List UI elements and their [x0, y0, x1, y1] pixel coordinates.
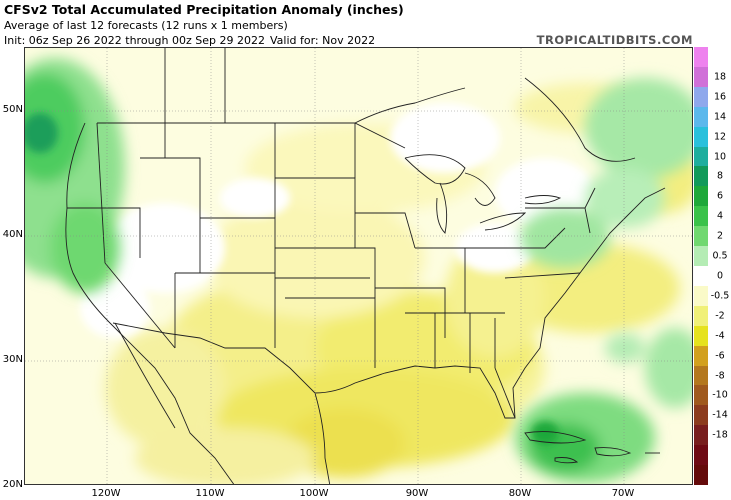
colorbar-label: 4	[716, 210, 724, 222]
colorbar-label: 18	[713, 71, 727, 83]
colorbar-label: 14	[713, 111, 727, 123]
colorbar-label: -4	[715, 330, 725, 342]
colorbar-segment	[694, 226, 708, 247]
colorbar-segment	[694, 66, 708, 88]
colorbar-segment	[694, 106, 708, 128]
colorbar-segment	[694, 325, 708, 347]
colorbar-segment	[694, 405, 708, 426]
colorbar-label: 6	[716, 190, 724, 202]
colorbar-label: 0	[716, 270, 724, 282]
lat-label-30n: 30N	[2, 354, 23, 365]
colorbar-label: 16	[713, 91, 727, 103]
colorbar-label: 12	[713, 131, 727, 143]
colorbar-segment	[694, 246, 708, 267]
colorbar-segment	[694, 285, 708, 307]
colorbar-segment	[694, 465, 708, 486]
colorbar-label: -10	[712, 389, 728, 401]
valid-time: Valid for: Nov 2022	[270, 34, 376, 47]
chart-title: CFSv2 Total Accumulated Precipitation An…	[4, 2, 404, 17]
colorbar-segment	[694, 266, 708, 287]
colorbar-segment	[694, 126, 708, 148]
geo-borders	[65, 48, 666, 484]
colorbar-segment	[694, 305, 708, 327]
colorbar	[694, 47, 708, 486]
colorbar-segment	[694, 345, 708, 367]
colorbar-segment	[694, 425, 708, 446]
colorbar-segment	[694, 186, 708, 207]
colorbar-segment	[694, 166, 708, 187]
colorbar-segment	[694, 445, 708, 466]
map-canvas	[25, 48, 692, 484]
colorbar-segment	[694, 86, 708, 108]
colorbar-label: -8	[715, 370, 725, 381]
colorbar-segment	[694, 385, 708, 406]
lat-label-20n: 20N	[2, 479, 23, 490]
colorbar-segment	[694, 146, 708, 167]
watermark: TROPICALTIDBITS.COM	[536, 33, 693, 47]
colorbar-label: -18	[712, 429, 728, 441]
chart-subtitle: Average of last 12 forecasts (12 runs x …	[4, 19, 288, 32]
colorbar-segment	[694, 206, 708, 227]
graticule	[25, 48, 692, 484]
colorbar-label: -2	[715, 310, 725, 322]
colorbar-segment	[694, 365, 708, 386]
lat-label-50n: 50N	[2, 104, 23, 115]
caribbean-islands	[524, 431, 660, 464]
lon-label-110w: 110W	[195, 488, 225, 499]
precipitation-anomaly-map	[24, 47, 693, 485]
colorbar-segment	[694, 47, 708, 68]
neutral-anomaly-layer	[80, 103, 595, 338]
colorbar-label: -14	[712, 409, 728, 421]
colorbar-label: 8	[716, 170, 724, 182]
lon-label-80w: 80W	[508, 488, 532, 499]
lon-label-90w: 90W	[405, 488, 429, 499]
lat-label-40n: 40N	[2, 229, 23, 240]
init-time: Init: 06z Sep 26 2022 through 00z Sep 29…	[4, 34, 265, 47]
colorbar-label: -6	[715, 350, 725, 362]
lon-label-100w: 100W	[299, 488, 329, 499]
colorbar-label: 2	[716, 230, 724, 242]
colorbar-label: -0.5	[710, 290, 730, 302]
colorbar-label: 0.5	[712, 250, 728, 262]
lon-label-120w: 120W	[91, 488, 121, 499]
lon-label-70w: 70W	[611, 488, 635, 499]
colorbar-label: 10	[713, 151, 727, 162]
